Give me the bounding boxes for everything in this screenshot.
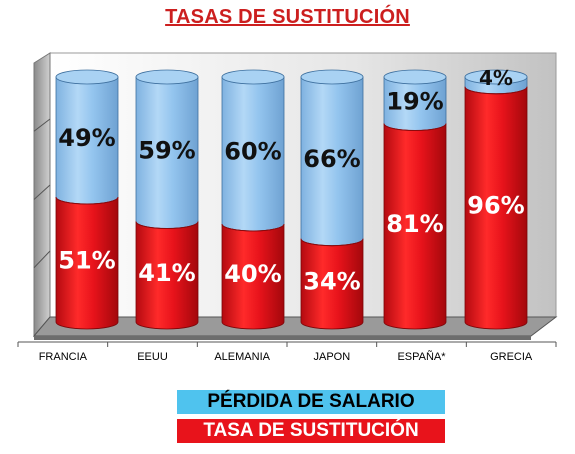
bar-top-cap xyxy=(221,69,285,85)
bar-top-cap xyxy=(383,69,447,85)
value-label-perdida: 66% xyxy=(303,145,360,173)
bar-top-cap xyxy=(135,69,199,85)
value-label-perdida: 59% xyxy=(138,136,195,164)
bar-split-rim xyxy=(221,223,285,232)
value-label-sustitucion: 41% xyxy=(138,259,195,287)
gridline xyxy=(33,250,51,269)
chart-floor-edge xyxy=(34,336,531,340)
value-label-perdida: 19% xyxy=(386,87,443,115)
x-tick-label: ESPAÑA* xyxy=(397,350,446,363)
bar-top-cap xyxy=(55,69,119,85)
bar-split-rim xyxy=(55,196,119,205)
bar-split-rim xyxy=(464,86,528,95)
x-tick-label: ALEMANIA xyxy=(214,351,270,363)
value-label-group: 49% 51% 59% 41% 60% 40% 66% 34% 19% 81% 4% 96% xyxy=(58,66,524,295)
legend-item-tasa-de-sustitucion: TASA DE SUSTITUCIÓN xyxy=(177,419,445,443)
x-tick-group: FRANCIA EEUU ALEMANIA JAPON ESPAÑA* GRECIA xyxy=(17,341,557,363)
gridline xyxy=(33,118,51,132)
gridline xyxy=(33,184,51,200)
bar-split-rim xyxy=(300,238,364,247)
x-tick-label: FRANCIA xyxy=(39,351,88,363)
bar-split-rim xyxy=(135,221,199,230)
chart-title: TASAS DE SUSTITUCIÓN xyxy=(165,6,410,28)
value-label-sustitucion: 81% xyxy=(386,210,443,238)
value-label-perdida: 4% xyxy=(479,66,513,90)
value-label-sustitucion: 34% xyxy=(303,267,360,295)
legend-item-perdida-de-salario: PÉRDIDA DE SALARIO xyxy=(177,390,445,414)
chart-plot: 49% 51% 59% 41% 60% 40% 66% 34% 19% 81% 4% 96% FRAN… xyxy=(17,52,558,363)
bar-top-cap xyxy=(464,69,528,85)
value-label-sustitucion: 96% xyxy=(467,191,524,219)
value-label-sustitucion: 40% xyxy=(224,260,281,288)
x-tick-label: EEUU xyxy=(137,351,168,363)
value-label-perdida: 60% xyxy=(224,138,281,166)
bar-split-rim xyxy=(383,123,447,132)
value-label-perdida: 49% xyxy=(58,124,115,152)
x-tick-label: GRECIA xyxy=(490,351,533,363)
bar-top-cap xyxy=(300,69,364,85)
value-label-sustitucion: 51% xyxy=(58,247,115,275)
x-tick-label: JAPON xyxy=(313,351,350,363)
bar-group xyxy=(55,69,528,330)
chart-side-wall xyxy=(33,52,51,338)
